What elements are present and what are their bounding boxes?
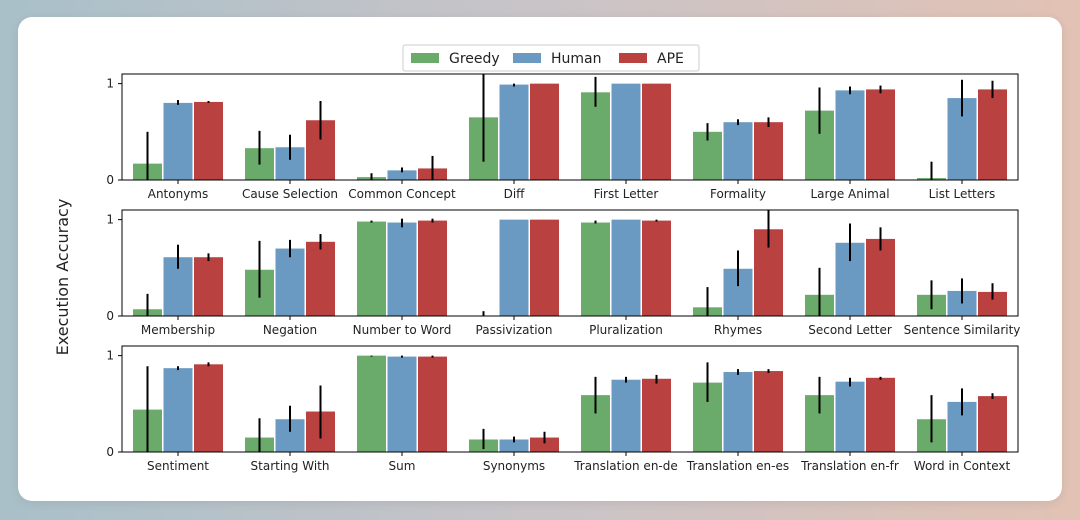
x-tick-label: Large Animal bbox=[810, 187, 889, 201]
y-tick-label: 1 bbox=[106, 213, 114, 227]
y-tick-label: 0 bbox=[106, 173, 114, 187]
bar-ape-translation-en-fr bbox=[866, 377, 895, 452]
bar-ape-translation-en-de bbox=[642, 378, 671, 452]
bar-ape-antonyms bbox=[194, 101, 223, 180]
bar-human-formality bbox=[723, 122, 753, 180]
bar-human-negation bbox=[275, 248, 305, 316]
bar-ape-pluralization bbox=[642, 220, 671, 316]
x-tick-label: Starting With bbox=[251, 459, 330, 473]
bar-human-translation-en-de bbox=[611, 379, 641, 452]
x-tick-label: Diff bbox=[504, 187, 526, 201]
legend-label-greedy: Greedy bbox=[449, 51, 500, 67]
bar-human-synonyms bbox=[499, 439, 529, 452]
bar-human-first-letter bbox=[611, 83, 641, 180]
x-tick-label: Negation bbox=[263, 323, 317, 337]
x-tick-label: Translation en-es bbox=[686, 459, 789, 473]
bar-ape-formality bbox=[754, 122, 783, 180]
bar-greedy-first-letter bbox=[581, 92, 610, 180]
x-tick-label: Common Concept bbox=[348, 187, 456, 201]
x-tick-label: Sentence Similarity bbox=[904, 323, 1021, 337]
x-tick-label: Word in Context bbox=[914, 459, 1011, 473]
x-tick-label: Translation en-fr bbox=[800, 459, 899, 473]
bar-human-diff bbox=[499, 84, 529, 180]
panel-2: 0 1 Membership Negation Number to Word Passiv… bbox=[106, 209, 1021, 337]
bar-ape-second-letter bbox=[866, 238, 895, 316]
bar-ape-passivization bbox=[530, 219, 559, 316]
bar-greedy-pluralization bbox=[581, 222, 610, 316]
x-tick-label: Pluralization bbox=[589, 323, 663, 337]
x-tick-label: First Letter bbox=[594, 187, 659, 201]
bar-ape-membership bbox=[194, 257, 223, 316]
axes-frame bbox=[121, 209, 1019, 317]
y-tick-label: 1 bbox=[106, 349, 114, 363]
bar-human-common-concept bbox=[387, 170, 417, 180]
chart-card: Greedy Human APE 0 1 Antonyms Cause Selection… bbox=[18, 17, 1062, 501]
panel-3: 0 1 Sentiment Starting With Sum Synonyms Trans… bbox=[106, 345, 1019, 473]
axes-frame bbox=[121, 345, 1019, 453]
bar-human-translation-en-es bbox=[723, 372, 753, 452]
legend-box bbox=[402, 44, 700, 72]
legend-label-ape: APE bbox=[657, 51, 684, 67]
x-tick-label: Antonyms bbox=[148, 187, 209, 201]
y-axis-label: Execution Accuracy bbox=[53, 199, 72, 356]
bar-human-antonyms bbox=[163, 102, 193, 180]
bar-ape-word-in-context bbox=[978, 396, 1007, 452]
x-tick-label: Cause Selection bbox=[242, 187, 338, 201]
bar-chart: Greedy Human APE 0 1 Antonyms Cause Selection… bbox=[53, 44, 1021, 473]
bar-greedy-sum bbox=[357, 355, 386, 452]
bar-ape-sentiment bbox=[194, 364, 223, 452]
bar-ape-large-animal bbox=[866, 89, 895, 180]
x-tick-label: Passivization bbox=[476, 323, 553, 337]
legend-swatch-greedy bbox=[411, 53, 439, 63]
x-tick-label: Number to Word bbox=[353, 323, 452, 337]
y-tick-label: 1 bbox=[106, 77, 114, 91]
legend-label-human: Human bbox=[551, 51, 602, 67]
x-tick-label: Synonyms bbox=[483, 459, 545, 473]
bar-human-sentiment bbox=[163, 368, 193, 452]
bar-ape-negation bbox=[306, 241, 335, 316]
legend-swatch-human bbox=[513, 53, 541, 63]
axes-frame bbox=[121, 73, 1019, 181]
x-tick-label: Sentiment bbox=[147, 459, 209, 473]
x-tick-label: Membership bbox=[141, 323, 215, 337]
bar-human-large-animal bbox=[835, 90, 865, 180]
bar-human-number-to-word bbox=[387, 222, 417, 316]
legend-swatch-ape bbox=[619, 53, 647, 63]
panel-1: 0 1 Antonyms Cause Selection Common Concept D… bbox=[106, 73, 1019, 201]
bar-ape-sum bbox=[418, 356, 447, 452]
bar-ape-synonyms bbox=[530, 437, 559, 452]
x-tick-label: Rhymes bbox=[714, 323, 762, 337]
bar-human-translation-en-fr bbox=[835, 381, 865, 452]
bar-greedy-number-to-word bbox=[357, 221, 386, 316]
y-tick-label: 0 bbox=[106, 309, 114, 323]
bar-ape-translation-en-es bbox=[754, 371, 783, 452]
x-tick-label: List Letters bbox=[929, 187, 996, 201]
bar-human-sum bbox=[387, 356, 417, 452]
x-tick-label: Formality bbox=[710, 187, 766, 201]
x-tick-label: Sum bbox=[389, 459, 416, 473]
x-tick-label: Second Letter bbox=[808, 323, 892, 337]
bar-human-passivization bbox=[499, 219, 529, 316]
x-tick-label: Translation en-de bbox=[573, 459, 678, 473]
bar-human-pluralization bbox=[611, 219, 641, 316]
bar-ape-list-letters bbox=[978, 89, 1007, 180]
y-tick-label: 0 bbox=[106, 445, 114, 459]
legend: Greedy Human APE bbox=[402, 44, 700, 72]
chart-panels: 0 1 Antonyms Cause Selection Common Concept D… bbox=[106, 73, 1021, 473]
bar-ape-first-letter bbox=[642, 83, 671, 180]
bar-ape-number-to-word bbox=[418, 220, 447, 316]
bar-ape-diff bbox=[530, 83, 559, 180]
